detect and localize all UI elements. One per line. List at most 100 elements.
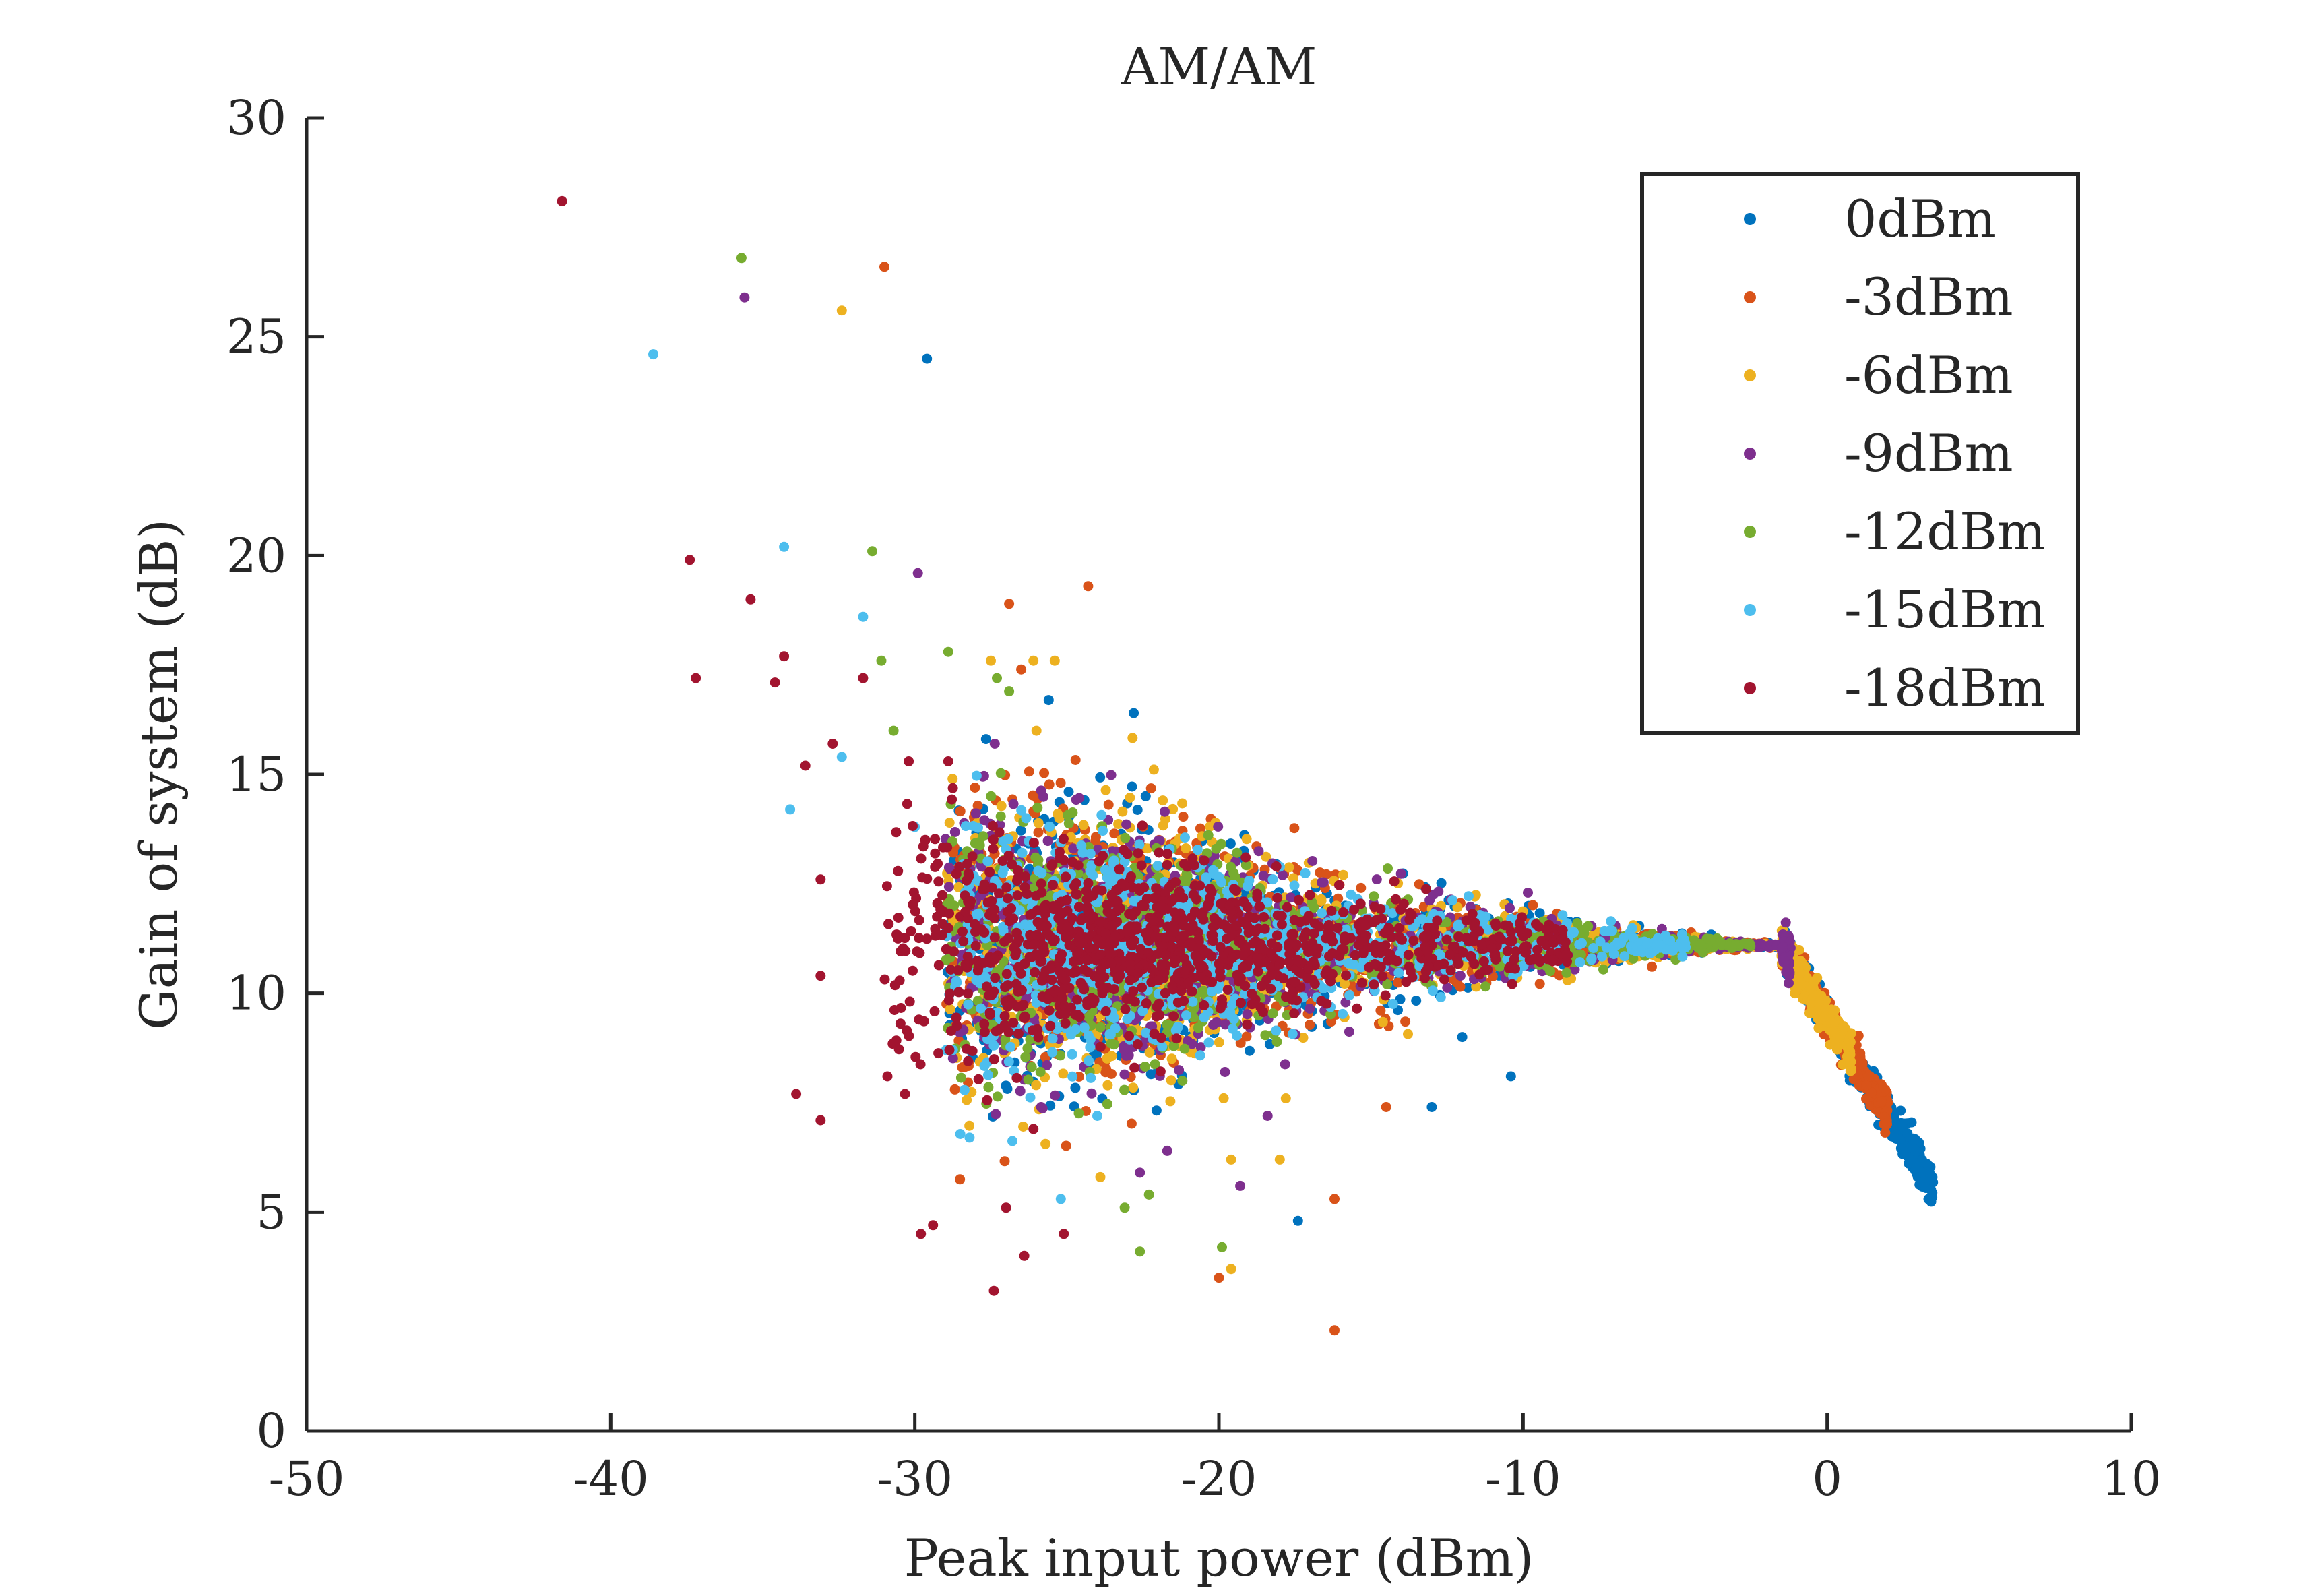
scatter-point-6dbm: [1033, 818, 1044, 828]
scatter-point-3dbm: [1070, 755, 1081, 765]
scatter-point-6dbm: [1274, 1154, 1285, 1165]
scatter-point-6dbm: [1403, 1029, 1413, 1039]
scatter-point-6dbm: [1102, 1080, 1113, 1091]
scatter-point-3dbm: [1016, 664, 1027, 675]
scatter-point-3dbm: [1381, 1102, 1391, 1112]
scatter-point-0dbm: [1245, 1045, 1255, 1056]
scatter-point-3dbm: [1004, 599, 1015, 609]
scatter-point-0dbm: [1140, 791, 1151, 801]
scatter-point-9dbm: [1121, 819, 1132, 830]
scatter-point-3dbm: [1534, 979, 1545, 989]
scatter-point-9dbm: [1371, 874, 1382, 885]
scatter-point-3dbm: [955, 806, 966, 817]
scatter-point-3dbm: [970, 783, 980, 793]
scatter-point-6dbm: [1835, 1030, 1846, 1041]
scatter-point-9dbm: [1780, 952, 1790, 962]
scatter-point-3dbm: [1881, 1118, 1892, 1128]
scatter-point-9dbm: [1119, 1069, 1130, 1080]
scatter-point-6dbm: [1018, 1122, 1029, 1132]
scatter-point-6dbm: [1102, 1053, 1112, 1064]
scatter-point-6dbm: [1117, 806, 1128, 817]
scatter-point-6dbm: [1226, 1264, 1236, 1275]
scatter-point-0dbm: [1070, 1082, 1081, 1093]
scatter-point-3dbm: [1356, 882, 1367, 893]
scatter-point-3dbm: [1055, 778, 1066, 789]
scatter-point-6dbm: [1058, 1068, 1069, 1079]
scatter-point-3dbm: [1647, 961, 1657, 972]
scatter-point-6dbm: [1241, 834, 1252, 845]
scatter-point-6dbm: [1078, 820, 1089, 830]
scatter-point-6dbm: [1031, 725, 1042, 736]
scatter-point-6dbm: [964, 1120, 975, 1131]
scatter-point-0dbm: [1145, 1069, 1156, 1080]
scatter-point-6dbm: [1226, 1154, 1236, 1165]
scatter-point-6dbm: [996, 801, 1007, 812]
scatter-point-3dbm: [949, 1084, 960, 1095]
scatter-point-9dbm: [949, 827, 960, 837]
scatter-point-0dbm: [1462, 983, 1473, 993]
scatter-point-0dbm: [1001, 1080, 1011, 1091]
scatter-point-3dbm: [1400, 1016, 1411, 1027]
scatter-point-0dbm: [1906, 1155, 1916, 1165]
scatter-point-9dbm: [1307, 856, 1318, 866]
scatter-point-9dbm: [1344, 1027, 1354, 1037]
scatter-point-6dbm: [1049, 655, 1060, 666]
scatter-point-6dbm: [1831, 1041, 1842, 1052]
scatter-point-0dbm: [1292, 1215, 1303, 1226]
scatter-point-6dbm: [1181, 843, 1191, 853]
scatter-point-9dbm: [1119, 1045, 1129, 1055]
scatter-point-6dbm: [1166, 1053, 1177, 1064]
scatter-point-6dbm: [1127, 733, 1138, 743]
scatter-point-0dbm: [1132, 805, 1143, 815]
scatter-point-0dbm: [1411, 996, 1422, 1006]
scatter-point-0dbm: [922, 353, 933, 364]
scatter-point-9dbm: [1106, 770, 1117, 780]
scatter-point-0dbm: [1457, 1032, 1468, 1043]
scatter-point-3dbm: [1329, 1325, 1340, 1336]
scatter-point-6dbm: [1377, 1016, 1388, 1027]
scatter-point-0dbm: [1129, 708, 1139, 718]
scatter-point-0dbm: [1045, 1100, 1056, 1111]
scatter-point-9dbm: [1318, 877, 1329, 888]
scatter-point-6dbm: [1177, 798, 1188, 809]
scatter-point-6dbm: [1125, 793, 1135, 803]
scatter-point-3dbm: [1455, 981, 1466, 992]
scatter-point-3dbm: [1528, 900, 1538, 911]
scatter-point-3dbm: [1083, 581, 1094, 592]
scatter-point-9dbm: [1783, 964, 1794, 975]
scatter-point-0dbm: [1063, 787, 1074, 797]
scatter-point-9dbm: [1050, 1090, 1061, 1101]
scatter-point-9dbm: [1280, 1059, 1290, 1070]
scatter-point-6dbm: [947, 774, 958, 785]
scatter-point-6dbm: [836, 305, 847, 316]
scatter-point-9dbm: [1253, 846, 1264, 857]
scatter-point-9dbm: [991, 1109, 1001, 1120]
scatter-point-9dbm: [739, 292, 750, 303]
scatter-point-3dbm: [1024, 766, 1034, 777]
scatter-point-0dbm: [1015, 825, 1026, 836]
scatter-point-0dbm: [1889, 1126, 1900, 1136]
scatter-point-0dbm: [1927, 1192, 1938, 1202]
scatter-point-3dbm: [1289, 823, 1300, 834]
scatter-points: [557, 195, 1939, 1336]
scatter-point-0dbm: [1505, 1071, 1516, 1082]
scatter-point-3dbm: [1329, 1194, 1340, 1204]
scatter-point-9dbm: [1305, 1004, 1315, 1014]
scatter-point-9dbm: [970, 808, 981, 819]
scatter-point-3dbm: [1106, 1068, 1117, 1079]
scatter-point-6dbm: [1040, 1138, 1051, 1149]
scatter-point-3dbm: [1214, 1273, 1224, 1283]
scatter-point-6dbm: [1218, 1093, 1229, 1103]
scatter-point-9dbm: [1242, 1009, 1253, 1020]
scatter-point-9dbm: [989, 739, 1000, 749]
scatter-point-3dbm: [1103, 799, 1114, 810]
scatter-point-6dbm: [1100, 785, 1111, 795]
scatter-point-6dbm: [945, 1004, 955, 1014]
scatter-point-0dbm: [1906, 1140, 1917, 1151]
scatter-point-0dbm: [1920, 1183, 1931, 1194]
scatter-point-3dbm: [1033, 827, 1044, 838]
scatter-point-9dbm: [1086, 1088, 1097, 1099]
scatter-point-6dbm: [1214, 1037, 1224, 1047]
scatter-point-3dbm: [1178, 812, 1189, 822]
